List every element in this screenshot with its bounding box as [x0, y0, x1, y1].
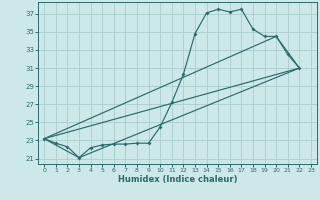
X-axis label: Humidex (Indice chaleur): Humidex (Indice chaleur) [118, 175, 237, 184]
